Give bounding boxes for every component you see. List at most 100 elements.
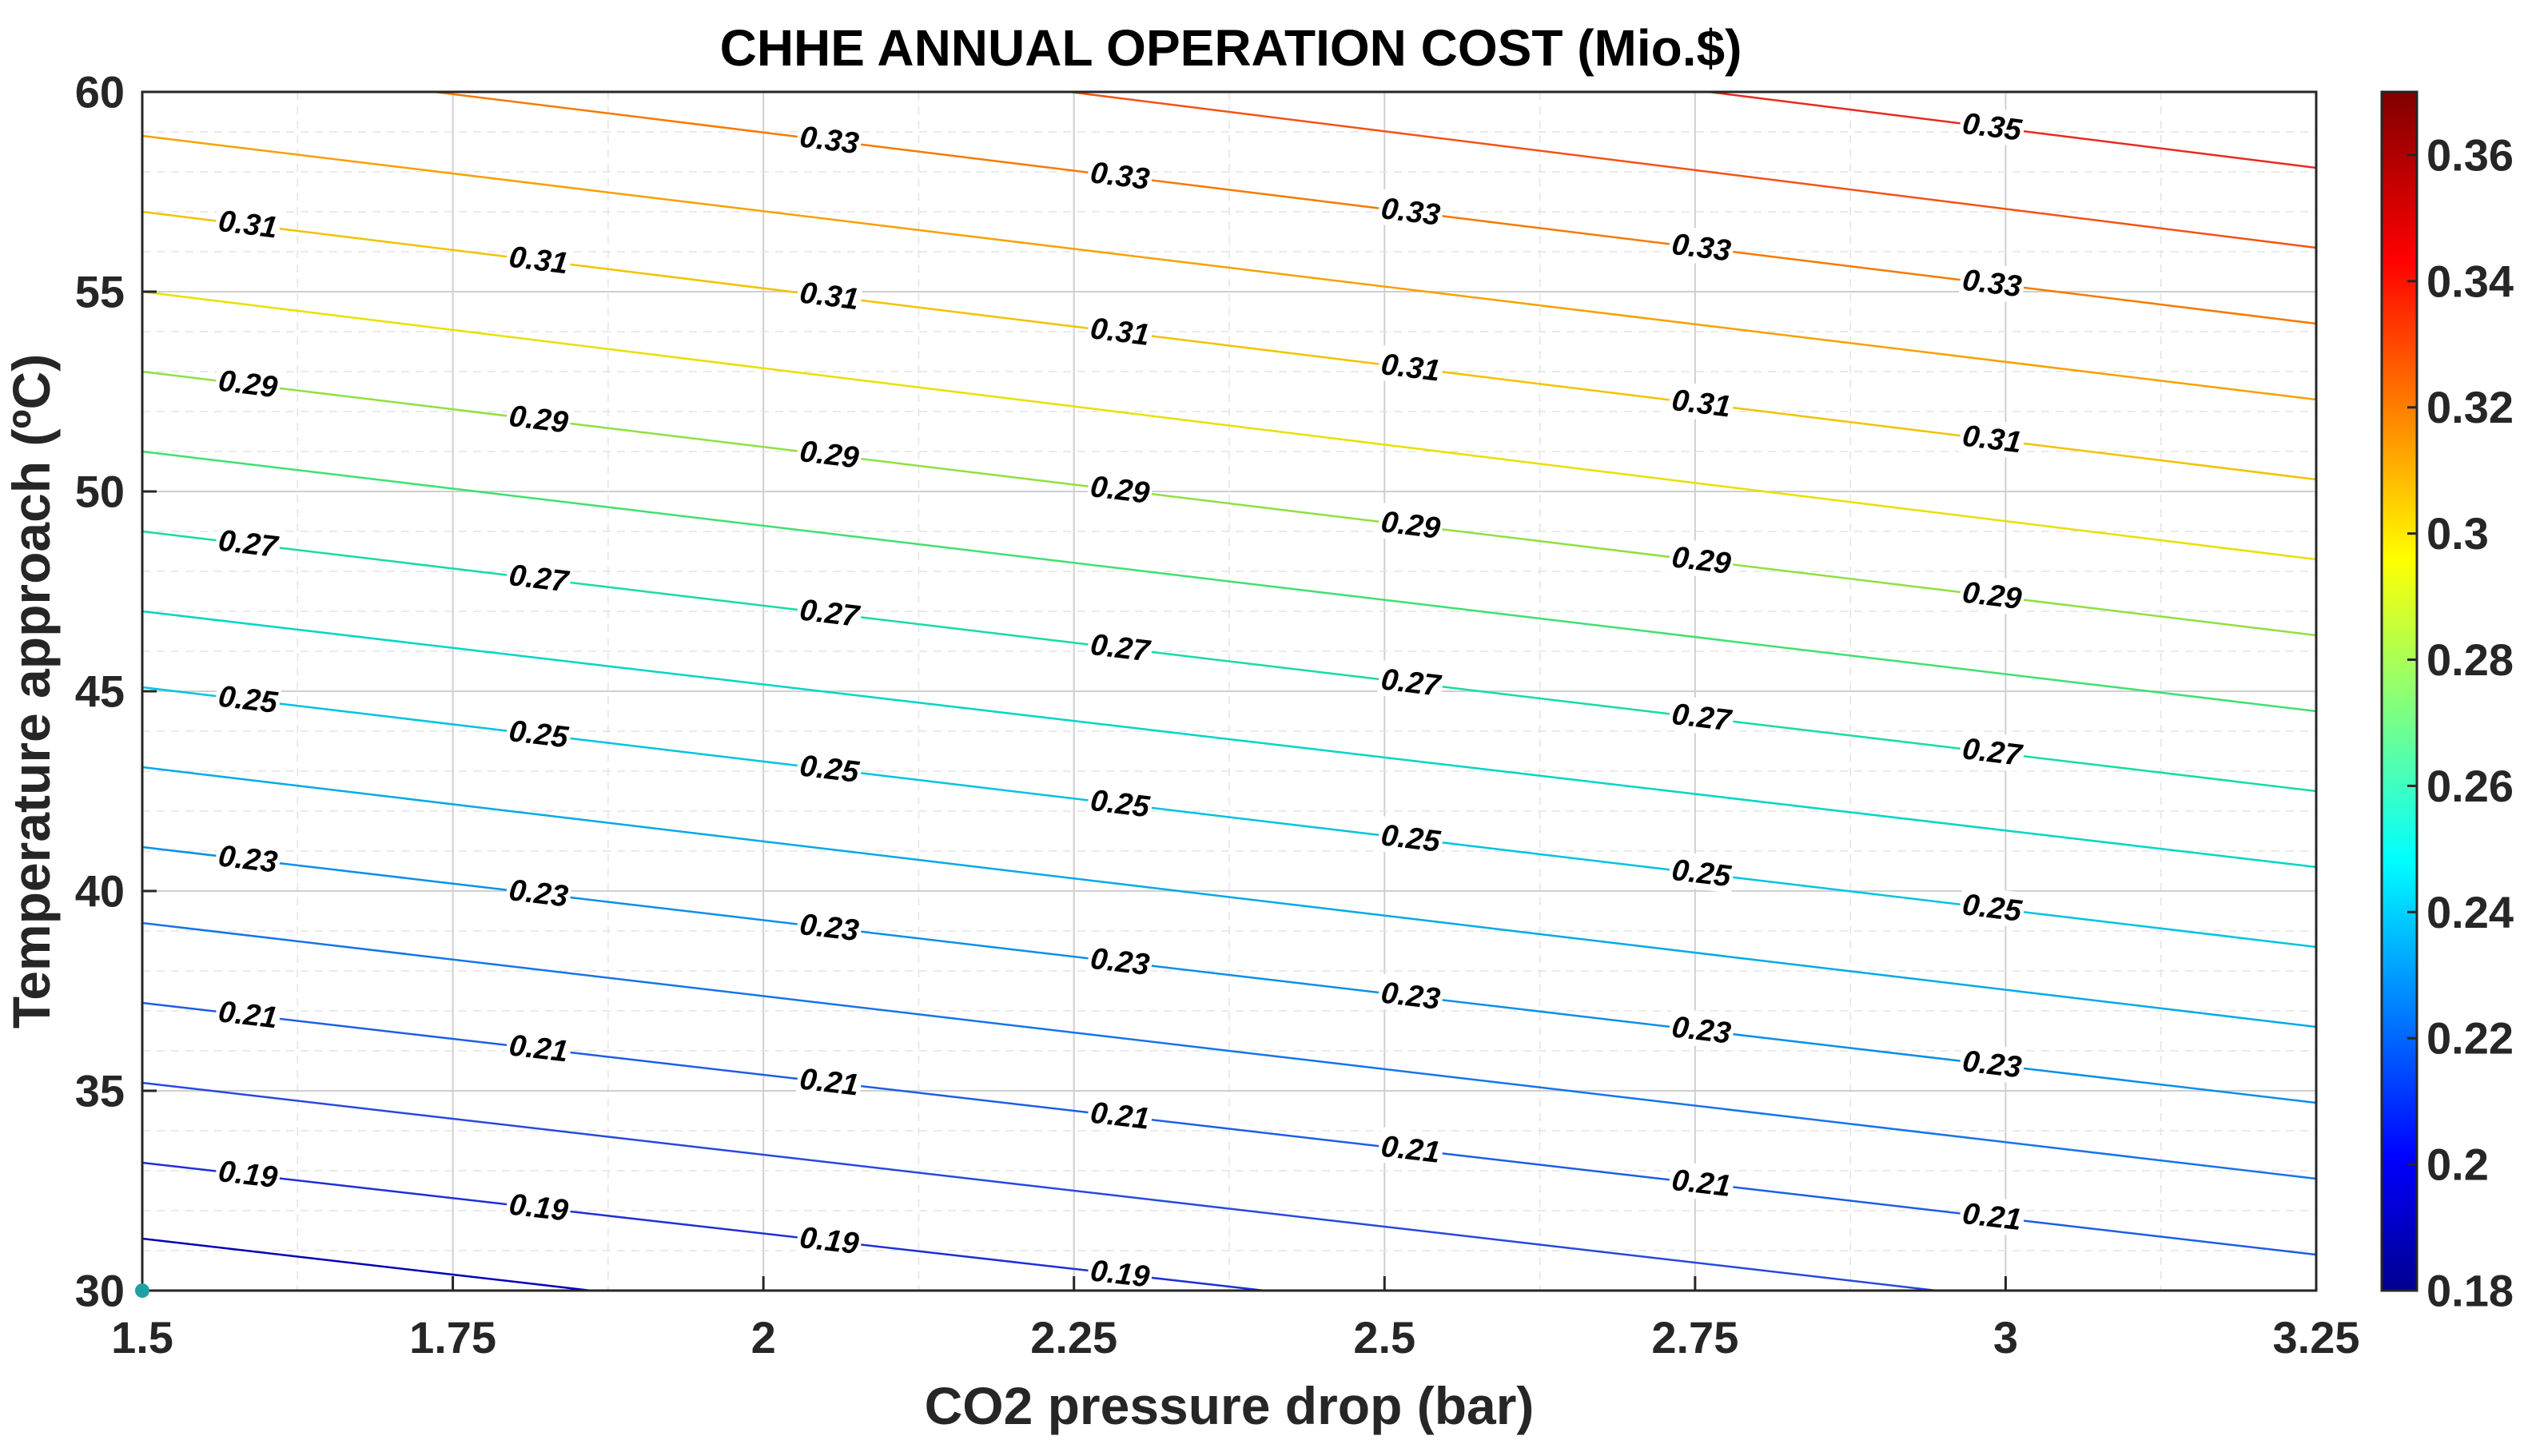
contour-label-bg (214, 677, 282, 720)
contour-line (142, 1161, 1273, 1291)
contour-label-bg (1376, 502, 1445, 546)
contour-lines (142, 92, 2316, 1291)
contour-label: 0.31 (217, 205, 280, 245)
contour-label-bg (1376, 816, 1445, 859)
contour-label-bg (214, 521, 282, 564)
contour-label-bg (504, 1185, 573, 1227)
contour-line (142, 1081, 1945, 1291)
contour-label: 0.29 (508, 400, 570, 440)
contour-label-bg (1376, 189, 1445, 233)
contour-label-bg (1376, 344, 1445, 388)
contour-label: 0.21 (1670, 1164, 1732, 1203)
origin-marker (135, 1283, 149, 1298)
x-ticks: 1.5 1.75 2 2.25 2.5 2.75 3 3.25 (111, 1276, 2360, 1363)
x-tick-label: 3 (1993, 1312, 2018, 1363)
contour-label-bg (504, 1025, 573, 1068)
contour-line (142, 290, 2316, 561)
contour-label-bg (1958, 416, 2026, 459)
contour-label-bg (1086, 1093, 1154, 1136)
colorbar-tick-label: 0.32 (2426, 382, 2514, 432)
contour-label: 0.27 (1961, 732, 2024, 773)
contour-label: 0.25 (1670, 853, 1733, 894)
contour-label-bg (1958, 729, 2026, 773)
contour-line (426, 92, 2316, 325)
contour-label: 0.21 (508, 1028, 570, 1068)
contour-label-bg (1086, 939, 1154, 982)
contour-label: 0.25 (798, 749, 861, 790)
y-tick-label: 40 (75, 866, 125, 917)
contour-label-bg (1958, 1194, 2026, 1237)
contour-labels: 0.19 0.19 0.19 0.19 0.21 0.21 0.21 0.21 0.21 0.21… (213, 104, 2026, 1294)
y-tick-label: 35 (75, 1066, 125, 1116)
colorbar (2380, 90, 2419, 1292)
contour-label-bg (214, 992, 282, 1035)
contour-label-bg (504, 870, 573, 913)
contour-label: 0.21 (1379, 1130, 1442, 1170)
contour-label-bg (795, 273, 864, 316)
y-axis-label: Temperature approach (ºC) (2, 354, 61, 1028)
contour-line (142, 134, 2316, 401)
contour-label-bg (1667, 225, 1736, 268)
contour-label: 0.31 (1961, 420, 2024, 460)
contour-label-bg (1667, 1007, 1736, 1051)
x-tick-label: 2.5 (1353, 1312, 1415, 1363)
contour-label: 0.33 (1961, 264, 2024, 304)
contour-label: 0.27 (1670, 698, 1734, 738)
contour-label-bg (504, 237, 573, 280)
colorbar-tick-label: 0.18 (2426, 1266, 2514, 1316)
contour-label: 0.33 (798, 120, 861, 161)
contour-label: 0.35 (1961, 107, 2024, 148)
contour-label-bg (504, 711, 573, 754)
contour-label: 0.19 (798, 1221, 860, 1261)
contour-label: 0.27 (1379, 662, 1443, 703)
contour-line (1061, 92, 2316, 249)
contour-line (142, 766, 2316, 1028)
contour-label: 0.21 (1089, 1096, 1151, 1136)
contour-label: 0.29 (798, 435, 860, 475)
contour-label: 0.23 (1089, 942, 1151, 982)
contour-label-bg (214, 1152, 282, 1195)
contour-label-bg (1667, 380, 1736, 424)
colorbar-tick-label: 0.26 (2426, 761, 2514, 811)
contour-label: 0.25 (217, 680, 280, 721)
contour-label-bg (1086, 625, 1154, 668)
contour-label: 0.29 (1670, 540, 1732, 581)
contour-label-bg (795, 1218, 863, 1261)
x-tick-label: 2.25 (1030, 1312, 1117, 1363)
contour-label: 0.29 (1089, 470, 1151, 511)
contour-label-bg (795, 1060, 864, 1103)
contour-label: 0.27 (798, 593, 862, 634)
contour-label-bg (504, 396, 573, 440)
contour-label: 0.21 (217, 995, 279, 1035)
contour-line (142, 1237, 600, 1291)
contour-label: 0.33 (1089, 156, 1152, 197)
contour-label-bg (795, 591, 864, 634)
x-tick-label: 2.75 (1651, 1312, 1738, 1363)
contour-label: 0.25 (508, 714, 571, 755)
contour-label-bg (795, 746, 864, 790)
contour-label-bg (1958, 261, 2026, 304)
contour-label: 0.27 (217, 524, 281, 565)
contour-label-bg (1667, 1160, 1736, 1203)
contour-label-bg (795, 432, 864, 475)
y-tick-label: 30 (75, 1266, 125, 1316)
contour-label: 0.23 (1670, 1010, 1732, 1050)
contour-label-bg (504, 555, 573, 599)
contour-label-bg (1376, 1127, 1445, 1170)
contour-label: 0.23 (1379, 977, 1442, 1016)
contour-label-bg (795, 905, 864, 948)
contour-line (1700, 92, 2316, 169)
contour-line (142, 210, 2316, 481)
colorbar-tick-label: 0.3 (2426, 508, 2489, 559)
contour-label: 0.21 (798, 1062, 860, 1102)
contour-label-bg (1667, 694, 1736, 738)
x-tick-label: 2 (751, 1312, 776, 1363)
y-tick-label: 60 (75, 67, 125, 117)
contour-label: 0.25 (1961, 888, 2024, 929)
contour-label: 0.19 (1089, 1254, 1151, 1294)
x-tick-label: 3.25 (2273, 1312, 2360, 1363)
contour-line (142, 845, 2316, 1104)
contour-label: 0.19 (508, 1187, 570, 1227)
contour-line (142, 530, 2316, 793)
